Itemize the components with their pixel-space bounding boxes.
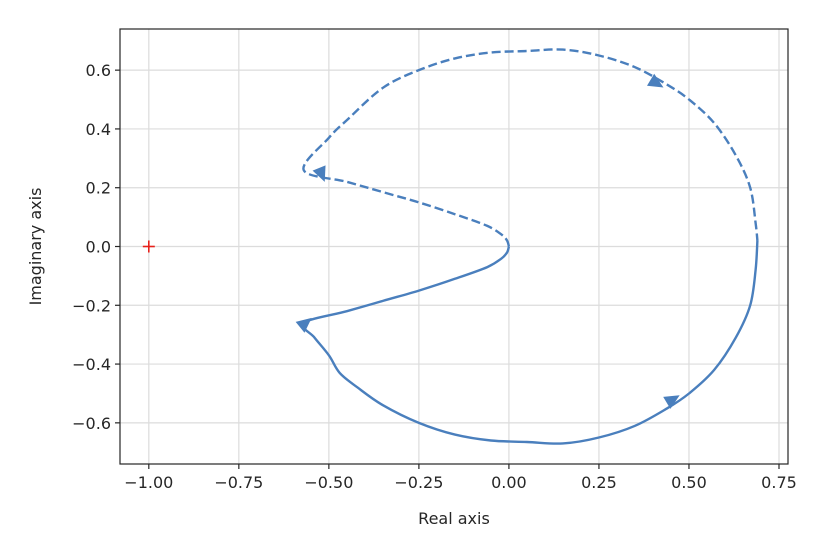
direction-arrow (663, 395, 680, 409)
arrowhead-icon (663, 395, 680, 409)
y-tick-label: 0.2 (86, 179, 111, 198)
x-tick-label: −0.75 (214, 473, 263, 492)
x-tick-label: −1.00 (124, 473, 173, 492)
y-axis-label: Imaginary axis (26, 188, 45, 306)
y-tick-label: −0.2 (72, 296, 111, 315)
curves (301, 48, 759, 445)
arrowhead-icon (295, 317, 312, 333)
arrowhead-icon (312, 165, 326, 182)
y-tick-label: −0.4 (72, 355, 111, 374)
y-axis-ticks: −0.6 −0.4 −0.2 0.0 0.2 0.4 0.6 (72, 61, 120, 433)
nyquist-curve (301, 240, 759, 445)
y-tick-label: 0.0 (86, 238, 111, 257)
y-tick-label: 0.4 (86, 120, 111, 139)
direction-arrow (312, 165, 326, 182)
arrowhead-icon (646, 73, 664, 88)
y-tick-label: −0.6 (72, 414, 111, 433)
x-tick-label: −0.25 (394, 473, 443, 492)
x-tick-label: 0.50 (671, 473, 707, 492)
x-tick-label: −0.50 (304, 473, 353, 492)
nyquist-curve-mirror (302, 48, 759, 247)
direction-arrow (646, 73, 664, 88)
direction-arrows (295, 73, 680, 409)
grid (120, 29, 788, 464)
direction-arrow (295, 317, 312, 333)
y-tick-label: 0.6 (86, 61, 111, 80)
x-axis-ticks: −1.00 −0.75 −0.50 −0.25 0.00 0.25 0.50 0.75 (124, 464, 797, 492)
critical-point-group (142, 240, 155, 253)
x-tick-label: 0.25 (581, 473, 617, 492)
x-tick-label: 0.00 (491, 473, 527, 492)
x-tick-label: 0.75 (761, 473, 797, 492)
x-axis-label: Real axis (418, 509, 490, 528)
